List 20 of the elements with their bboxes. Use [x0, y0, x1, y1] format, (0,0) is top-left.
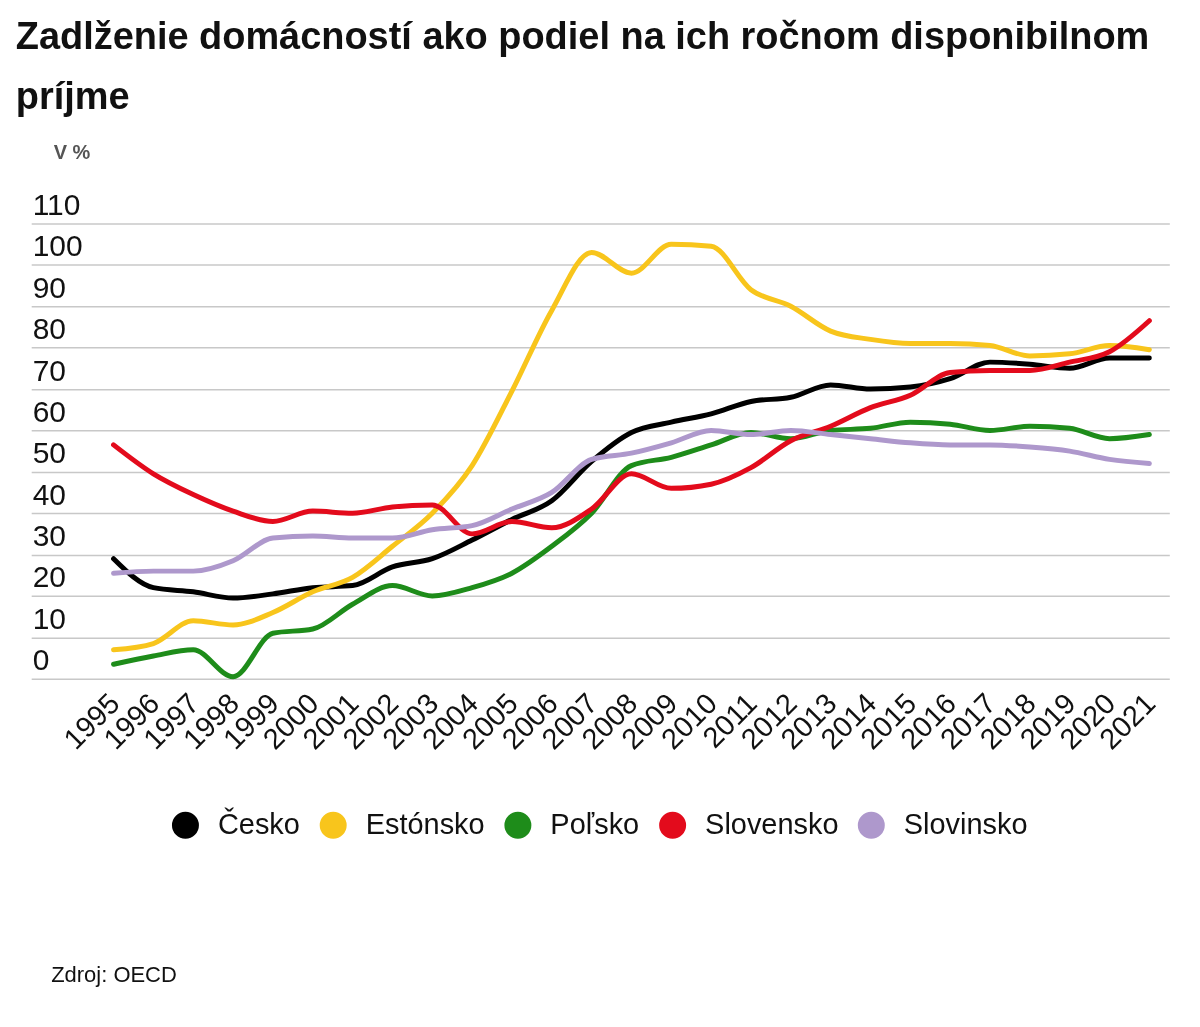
- y-tick-label: 90: [32, 270, 67, 304]
- y-tick-label: 50: [32, 436, 67, 470]
- y-tick-label: 20: [32, 560, 67, 594]
- legend-label: Slovinsko: [903, 808, 1028, 841]
- legend-label: Slovensko: [705, 808, 839, 841]
- y-tick-label: 100: [32, 229, 83, 263]
- text: Zdroj: OECD: [51, 962, 177, 988]
- y-tick-label: 60: [32, 394, 67, 428]
- y-tick-label: 10: [32, 601, 67, 635]
- y-tick-label: 30: [32, 519, 67, 553]
- y-axis-title: V %: [53, 141, 91, 164]
- y-tick-label: 40: [32, 477, 67, 511]
- legend-label: Estónsko: [365, 808, 485, 841]
- legend-label: Poľsko: [550, 808, 640, 841]
- y-tick-label: 0: [32, 643, 50, 677]
- y-tick-label: 70: [32, 353, 67, 387]
- y-tick-label: 80: [32, 312, 67, 346]
- chart-title: Zadlženie domácností ako podiel na ich ročnom disponibilnom príjme: [15, 15, 1150, 118]
- y-tick-label: 110: [32, 188, 81, 221]
- legend-label: Česko: [217, 807, 300, 841]
